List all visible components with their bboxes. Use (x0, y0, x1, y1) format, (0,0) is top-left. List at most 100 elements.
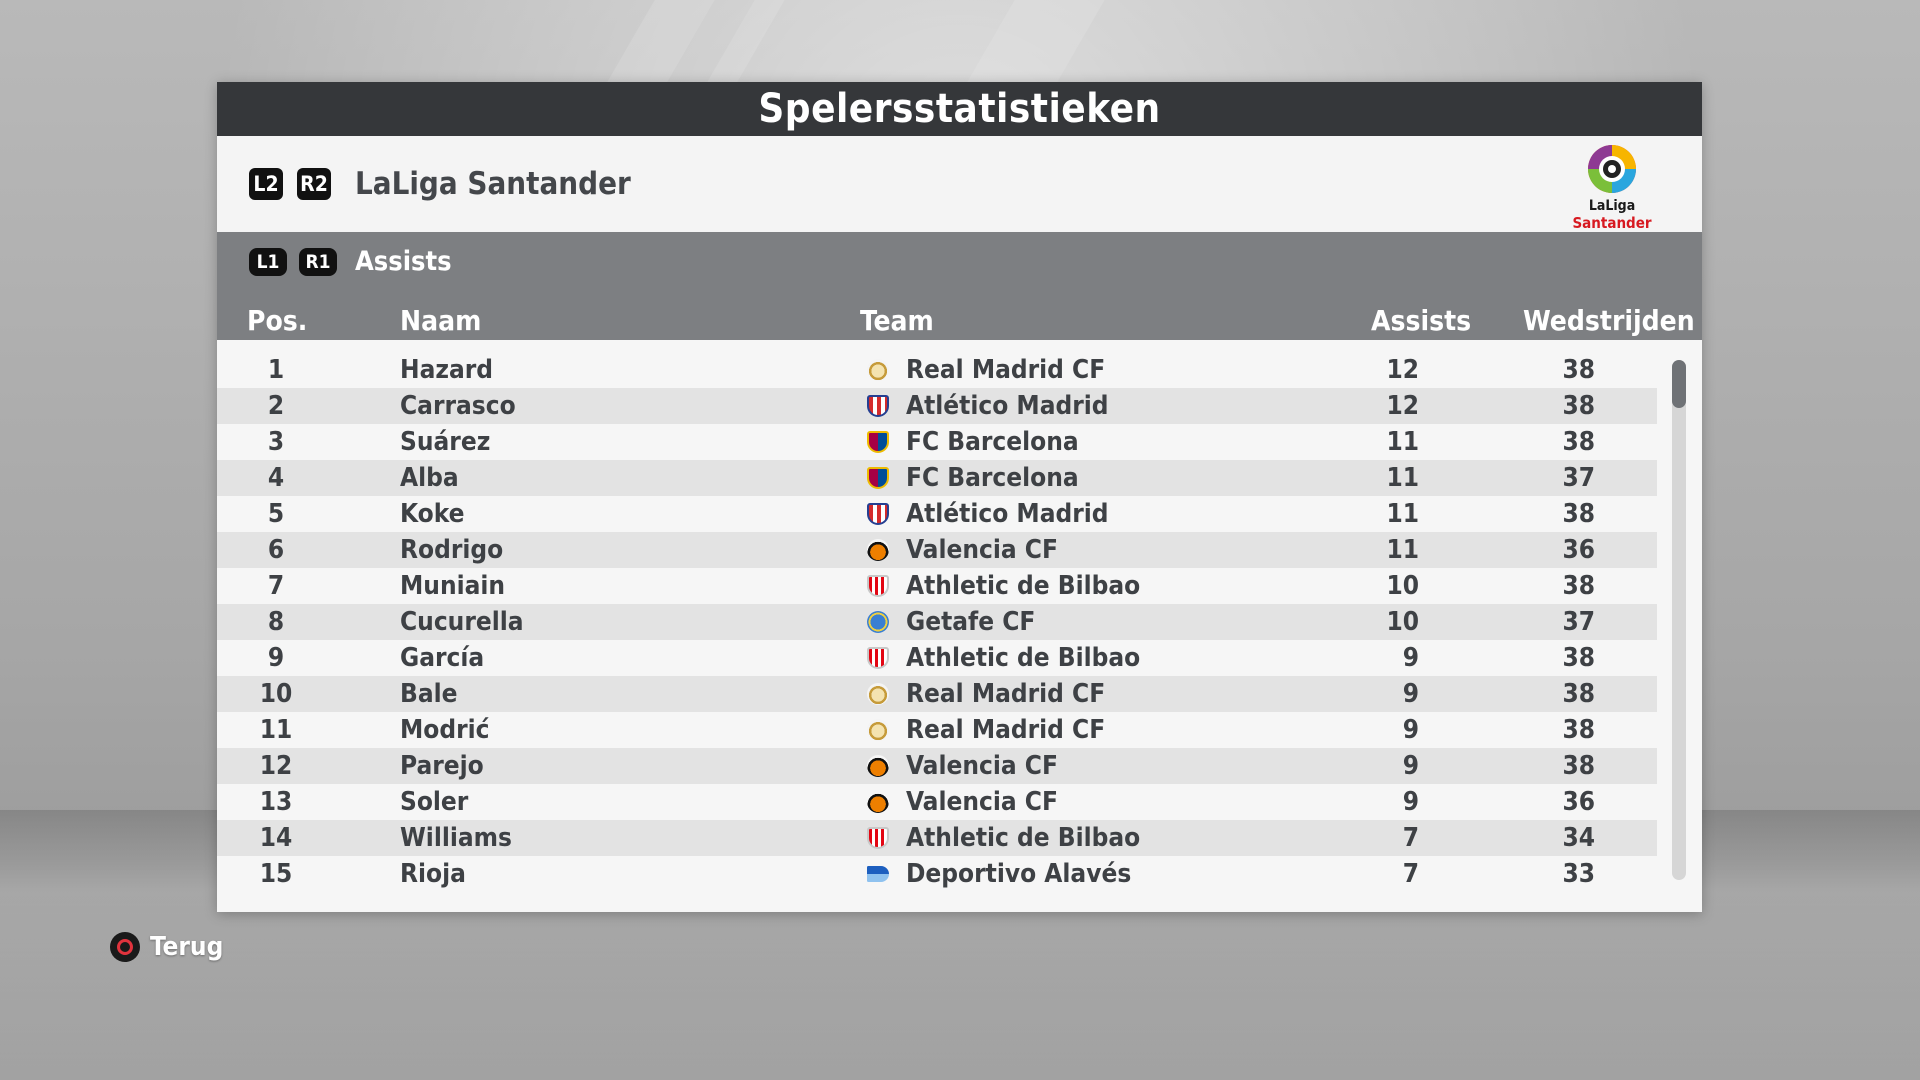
row-player-name: Hazard (400, 355, 494, 385)
valencia-crest-icon (867, 539, 889, 561)
row-pos: 6 (267, 535, 285, 565)
fc-barcelona-crest-icon (867, 467, 889, 489)
row-pos: 2 (267, 391, 285, 421)
row-assists: 11 (1386, 463, 1419, 493)
r1-button[interactable]: R1 (299, 247, 337, 276)
row-matches: 33 (1562, 859, 1595, 889)
table-row[interactable]: 2 Carrasco Atlético Madrid 12 38 (217, 388, 1657, 424)
stat-name: Assists (355, 246, 452, 277)
row-player-name: Parejo (400, 751, 484, 781)
laliga-logo-text: LaLiga (1588, 198, 1636, 214)
table-row[interactable]: 7 Muniain Athletic de Bilbao 10 38 (217, 568, 1657, 604)
row-matches: 37 (1562, 607, 1595, 637)
laliga-logo: LaLiga Santander (1562, 142, 1662, 232)
table-row[interactable]: 12 Parejo Valencia CF 9 38 (217, 748, 1657, 784)
row-player-name: Koke (400, 499, 465, 529)
back-label: Terug (150, 932, 224, 962)
table-row[interactable]: 8 Cucurella Getafe CF 10 37 (217, 604, 1657, 640)
row-pos: 8 (267, 607, 285, 637)
table-row[interactable]: 10 Bale Real Madrid CF 9 38 (217, 676, 1657, 712)
column-header-pos: Pos. (247, 304, 308, 337)
row-team: Atlético Madrid (906, 391, 1109, 421)
table-row[interactable]: 5 Koke Atlético Madrid 11 38 (217, 496, 1657, 532)
row-team: Real Madrid CF (906, 679, 1106, 709)
row-player-name: Rodrigo (400, 535, 504, 565)
row-assists: 7 (1402, 823, 1419, 853)
table-row[interactable]: 4 Alba FC Barcelona 11 37 (217, 460, 1657, 496)
table-row[interactable]: 14 Williams Athletic de Bilbao 7 34 (217, 820, 1657, 856)
league-selector: L2 R2 LaLiga Santander LaLiga Santander (217, 136, 1702, 232)
row-player-name: Cucurella (400, 607, 524, 637)
row-matches: 38 (1562, 571, 1595, 601)
circle-button-icon (110, 932, 140, 962)
alaves-crest-icon (867, 863, 889, 885)
row-pos: 5 (267, 499, 285, 529)
row-assists: 12 (1386, 391, 1419, 421)
valencia-crest-icon (867, 791, 889, 813)
real-madrid-crest-icon (867, 683, 889, 705)
row-team: Valencia CF (906, 787, 1058, 817)
league-name: LaLiga Santander (355, 166, 631, 202)
atletico-madrid-crest-icon (867, 395, 889, 417)
row-team: Athletic de Bilbao (906, 643, 1141, 673)
row-player-name: García (400, 643, 485, 673)
back-button[interactable]: Terug (110, 932, 223, 962)
row-player-name: Rioja (400, 859, 466, 889)
row-player-name: Modrić (400, 715, 490, 745)
row-pos: 7 (267, 571, 285, 601)
row-pos: 9 (267, 643, 285, 673)
scrollbar[interactable] (1672, 360, 1686, 880)
row-matches: 38 (1562, 391, 1595, 421)
row-player-name: Muniain (400, 571, 506, 601)
row-matches: 34 (1562, 823, 1595, 853)
row-player-name: Soler (400, 787, 469, 817)
table-row[interactable]: 15 Rioja Deportivo Alavés 7 33 (217, 856, 1657, 892)
row-pos: 10 (259, 679, 293, 709)
row-pos: 4 (267, 463, 285, 493)
row-assists: 9 (1402, 751, 1419, 781)
row-pos: 12 (259, 751, 293, 781)
table-row[interactable]: 11 Modrić Real Madrid CF 9 38 (217, 712, 1657, 748)
row-matches: 37 (1562, 463, 1595, 493)
row-team: FC Barcelona (906, 463, 1079, 493)
stat-header: L1 R1 Assists Pos. Naam Team Assists Wed… (217, 232, 1702, 340)
laliga-ball-icon (1588, 145, 1636, 193)
row-assists: 11 (1386, 499, 1419, 529)
row-assists: 11 (1386, 427, 1419, 457)
page-title: Spelersstatistieken (217, 82, 1702, 136)
getafe-crest-icon (867, 611, 889, 633)
r2-button[interactable]: R2 (297, 168, 331, 200)
l2-button[interactable]: L2 (249, 168, 283, 200)
row-assists: 9 (1402, 643, 1419, 673)
row-pos: 11 (259, 715, 293, 745)
row-matches: 38 (1562, 499, 1595, 529)
stats-table: 1 Hazard Real Madrid CF 12 38 2 Carrasco… (217, 340, 1702, 912)
row-matches: 38 (1562, 427, 1595, 457)
column-header-name: Naam (400, 304, 482, 337)
player-stats-panel: Spelersstatistieken L2 R2 LaLiga Santand… (217, 82, 1702, 912)
table-row[interactable]: 3 Suárez FC Barcelona 11 38 (217, 424, 1657, 460)
row-matches: 38 (1562, 643, 1595, 673)
row-pos: 3 (267, 427, 285, 457)
row-matches: 38 (1562, 679, 1595, 709)
l1-button[interactable]: L1 (249, 247, 287, 276)
table-row[interactable]: 9 García Athletic de Bilbao 9 38 (217, 640, 1657, 676)
table-row[interactable]: 6 Rodrigo Valencia CF 11 36 (217, 532, 1657, 568)
row-matches: 36 (1562, 535, 1595, 565)
row-team: Real Madrid CF (906, 355, 1106, 385)
table-row[interactable]: 1 Hazard Real Madrid CF 12 38 (217, 352, 1657, 388)
table-row[interactable]: 13 Soler Valencia CF 9 36 (217, 784, 1657, 820)
valencia-crest-icon (867, 755, 889, 777)
athletic-bilbao-crest-icon (867, 647, 889, 669)
scrollbar-thumb[interactable] (1672, 360, 1686, 408)
row-team: Valencia CF (906, 751, 1058, 781)
row-player-name: Alba (400, 463, 459, 493)
fc-barcelona-crest-icon (867, 431, 889, 453)
stats-rows: 1 Hazard Real Madrid CF 12 38 2 Carrasco… (217, 352, 1657, 892)
athletic-bilbao-crest-icon (867, 575, 889, 597)
row-team: FC Barcelona (906, 427, 1079, 457)
stat-selector: L1 R1 Assists (249, 246, 452, 277)
row-team: Atlético Madrid (906, 499, 1109, 529)
row-player-name: Williams (400, 823, 512, 853)
row-team: Valencia CF (906, 535, 1058, 565)
